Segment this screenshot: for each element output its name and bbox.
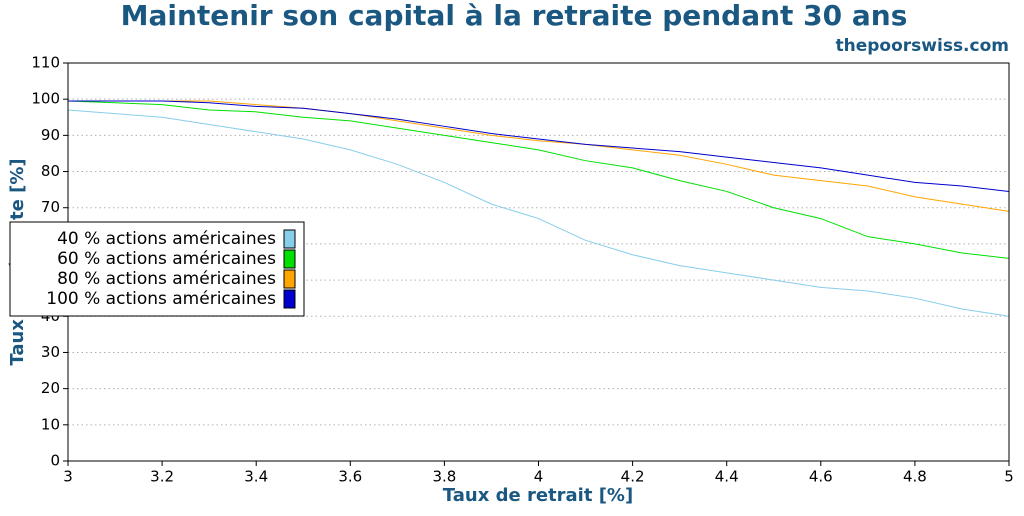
x-tick-label: 3.8 — [432, 468, 456, 486]
y-tick-label: 70 — [41, 198, 60, 216]
x-tick-label: 4.4 — [715, 468, 739, 486]
x-tick-label: 3 — [63, 468, 73, 486]
x-tick-label: 5 — [1004, 468, 1014, 486]
legend-swatch — [283, 249, 296, 269]
series-line — [68, 100, 1010, 212]
x-tick-label: 4.8 — [903, 468, 927, 486]
x-tick-label: 3.6 — [338, 468, 362, 486]
y-tick-label: 110 — [31, 54, 60, 72]
x-tick-label: 4.6 — [809, 468, 833, 486]
legend-swatch — [283, 289, 296, 309]
chart-subtitle: thepoorswiss.com — [836, 36, 1010, 56]
y-tick-label: 100 — [31, 90, 60, 108]
legend-swatch — [283, 229, 296, 249]
x-tick-label: 3.4 — [244, 468, 268, 486]
legend-label: 40 % actions américaines — [57, 229, 276, 249]
y-tick-label: 30 — [41, 343, 60, 361]
y-tick-label: 80 — [41, 162, 60, 180]
y-tick-label: 20 — [41, 379, 60, 397]
legend-label: 100 % actions américaines — [46, 289, 276, 309]
legend-box — [9, 221, 305, 317]
x-tick-label: 4 — [534, 468, 544, 486]
legend-label: 60 % actions américaines — [57, 249, 276, 269]
x-tick-label: 3.2 — [150, 468, 174, 486]
y-tick-label: 0 — [50, 452, 60, 470]
series-line — [67, 109, 1010, 317]
series-line — [68, 100, 1010, 192]
y-tick-label: 90 — [41, 126, 60, 144]
legend-label: 80 % actions américaines — [57, 269, 276, 289]
legend-swatch — [283, 269, 296, 289]
x-axis-label: Taux de retrait [%] — [443, 485, 633, 506]
x-tick-label: 4.2 — [621, 468, 645, 486]
y-tick-label: 10 — [41, 415, 60, 433]
chart-title: Maintenir son capital à la retraite pend… — [121, 0, 908, 32]
series-line — [67, 100, 1010, 259]
